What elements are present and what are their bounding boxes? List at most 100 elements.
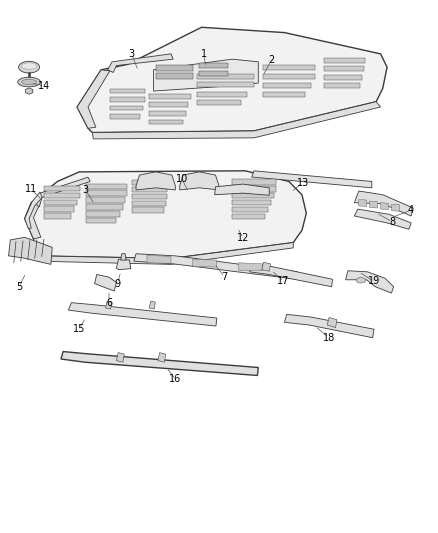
Polygon shape bbox=[25, 203, 41, 239]
Polygon shape bbox=[155, 65, 193, 71]
Polygon shape bbox=[132, 207, 163, 213]
Polygon shape bbox=[44, 206, 74, 212]
Polygon shape bbox=[197, 74, 254, 79]
Polygon shape bbox=[392, 204, 399, 211]
Polygon shape bbox=[193, 259, 217, 267]
Polygon shape bbox=[149, 301, 155, 309]
Polygon shape bbox=[354, 191, 413, 216]
Polygon shape bbox=[215, 184, 269, 195]
Polygon shape bbox=[153, 59, 258, 91]
Polygon shape bbox=[359, 199, 367, 206]
Polygon shape bbox=[199, 62, 228, 68]
Polygon shape bbox=[44, 192, 80, 198]
Polygon shape bbox=[9, 237, 52, 264]
Text: 1: 1 bbox=[201, 49, 207, 59]
Ellipse shape bbox=[21, 63, 37, 69]
Polygon shape bbox=[232, 193, 274, 198]
Ellipse shape bbox=[18, 61, 39, 73]
Polygon shape bbox=[86, 183, 127, 189]
Polygon shape bbox=[232, 200, 272, 205]
Text: 9: 9 bbox=[115, 279, 121, 288]
Text: 6: 6 bbox=[106, 297, 112, 308]
Polygon shape bbox=[149, 111, 186, 116]
Ellipse shape bbox=[21, 79, 36, 85]
Polygon shape bbox=[110, 114, 141, 119]
Text: 3: 3 bbox=[83, 185, 89, 196]
Polygon shape bbox=[149, 94, 191, 99]
Polygon shape bbox=[110, 88, 145, 93]
Polygon shape bbox=[346, 271, 394, 293]
Text: 11: 11 bbox=[25, 184, 37, 195]
Polygon shape bbox=[121, 254, 126, 260]
Polygon shape bbox=[147, 255, 171, 263]
Text: 17: 17 bbox=[277, 277, 290, 286]
Polygon shape bbox=[134, 254, 297, 279]
Text: 7: 7 bbox=[221, 272, 227, 281]
Polygon shape bbox=[61, 352, 258, 375]
Polygon shape bbox=[117, 259, 131, 270]
Polygon shape bbox=[262, 262, 271, 271]
Polygon shape bbox=[263, 65, 315, 70]
Polygon shape bbox=[35, 177, 90, 207]
Text: 4: 4 bbox=[408, 205, 414, 215]
Polygon shape bbox=[25, 171, 306, 259]
Polygon shape bbox=[232, 207, 268, 212]
Polygon shape bbox=[370, 201, 378, 208]
Polygon shape bbox=[86, 211, 120, 216]
Text: 16: 16 bbox=[169, 374, 181, 384]
Polygon shape bbox=[263, 83, 311, 88]
Polygon shape bbox=[86, 190, 127, 196]
Polygon shape bbox=[197, 92, 247, 97]
Polygon shape bbox=[38, 243, 293, 264]
Polygon shape bbox=[25, 192, 42, 228]
Polygon shape bbox=[86, 197, 125, 203]
Polygon shape bbox=[108, 54, 173, 72]
Polygon shape bbox=[95, 274, 117, 291]
Polygon shape bbox=[197, 82, 254, 87]
Text: 13: 13 bbox=[297, 177, 309, 188]
Polygon shape bbox=[110, 106, 143, 110]
Polygon shape bbox=[252, 171, 372, 188]
Polygon shape bbox=[324, 75, 362, 79]
Polygon shape bbox=[232, 214, 265, 219]
Polygon shape bbox=[117, 353, 124, 362]
Polygon shape bbox=[92, 102, 381, 139]
Polygon shape bbox=[77, 70, 110, 128]
Polygon shape bbox=[324, 66, 364, 71]
Polygon shape bbox=[354, 209, 411, 229]
Polygon shape bbox=[68, 303, 217, 326]
Polygon shape bbox=[110, 97, 145, 102]
Ellipse shape bbox=[18, 77, 40, 87]
Text: 18: 18 bbox=[323, 333, 335, 343]
Text: 8: 8 bbox=[389, 217, 396, 227]
Text: 2: 2 bbox=[268, 55, 275, 65]
Polygon shape bbox=[132, 187, 167, 192]
Text: 10: 10 bbox=[176, 174, 188, 184]
Polygon shape bbox=[199, 70, 228, 76]
Polygon shape bbox=[155, 73, 193, 79]
Polygon shape bbox=[44, 199, 77, 205]
Polygon shape bbox=[106, 301, 112, 309]
Polygon shape bbox=[197, 100, 241, 106]
Text: 15: 15 bbox=[73, 324, 85, 334]
Polygon shape bbox=[232, 186, 276, 191]
Polygon shape bbox=[77, 27, 387, 133]
Polygon shape bbox=[136, 172, 175, 190]
Polygon shape bbox=[149, 102, 188, 107]
Polygon shape bbox=[324, 58, 365, 62]
Polygon shape bbox=[132, 193, 167, 199]
Text: 12: 12 bbox=[237, 233, 250, 244]
Polygon shape bbox=[25, 88, 33, 94]
Polygon shape bbox=[44, 185, 80, 191]
Polygon shape bbox=[285, 314, 374, 338]
Polygon shape bbox=[86, 204, 123, 209]
Polygon shape bbox=[132, 180, 167, 185]
Polygon shape bbox=[44, 213, 71, 219]
Polygon shape bbox=[132, 200, 166, 206]
Polygon shape bbox=[324, 83, 360, 88]
Polygon shape bbox=[381, 203, 389, 209]
Text: 19: 19 bbox=[368, 277, 380, 286]
Polygon shape bbox=[327, 318, 337, 328]
Text: 3: 3 bbox=[129, 49, 135, 59]
Polygon shape bbox=[180, 172, 219, 190]
